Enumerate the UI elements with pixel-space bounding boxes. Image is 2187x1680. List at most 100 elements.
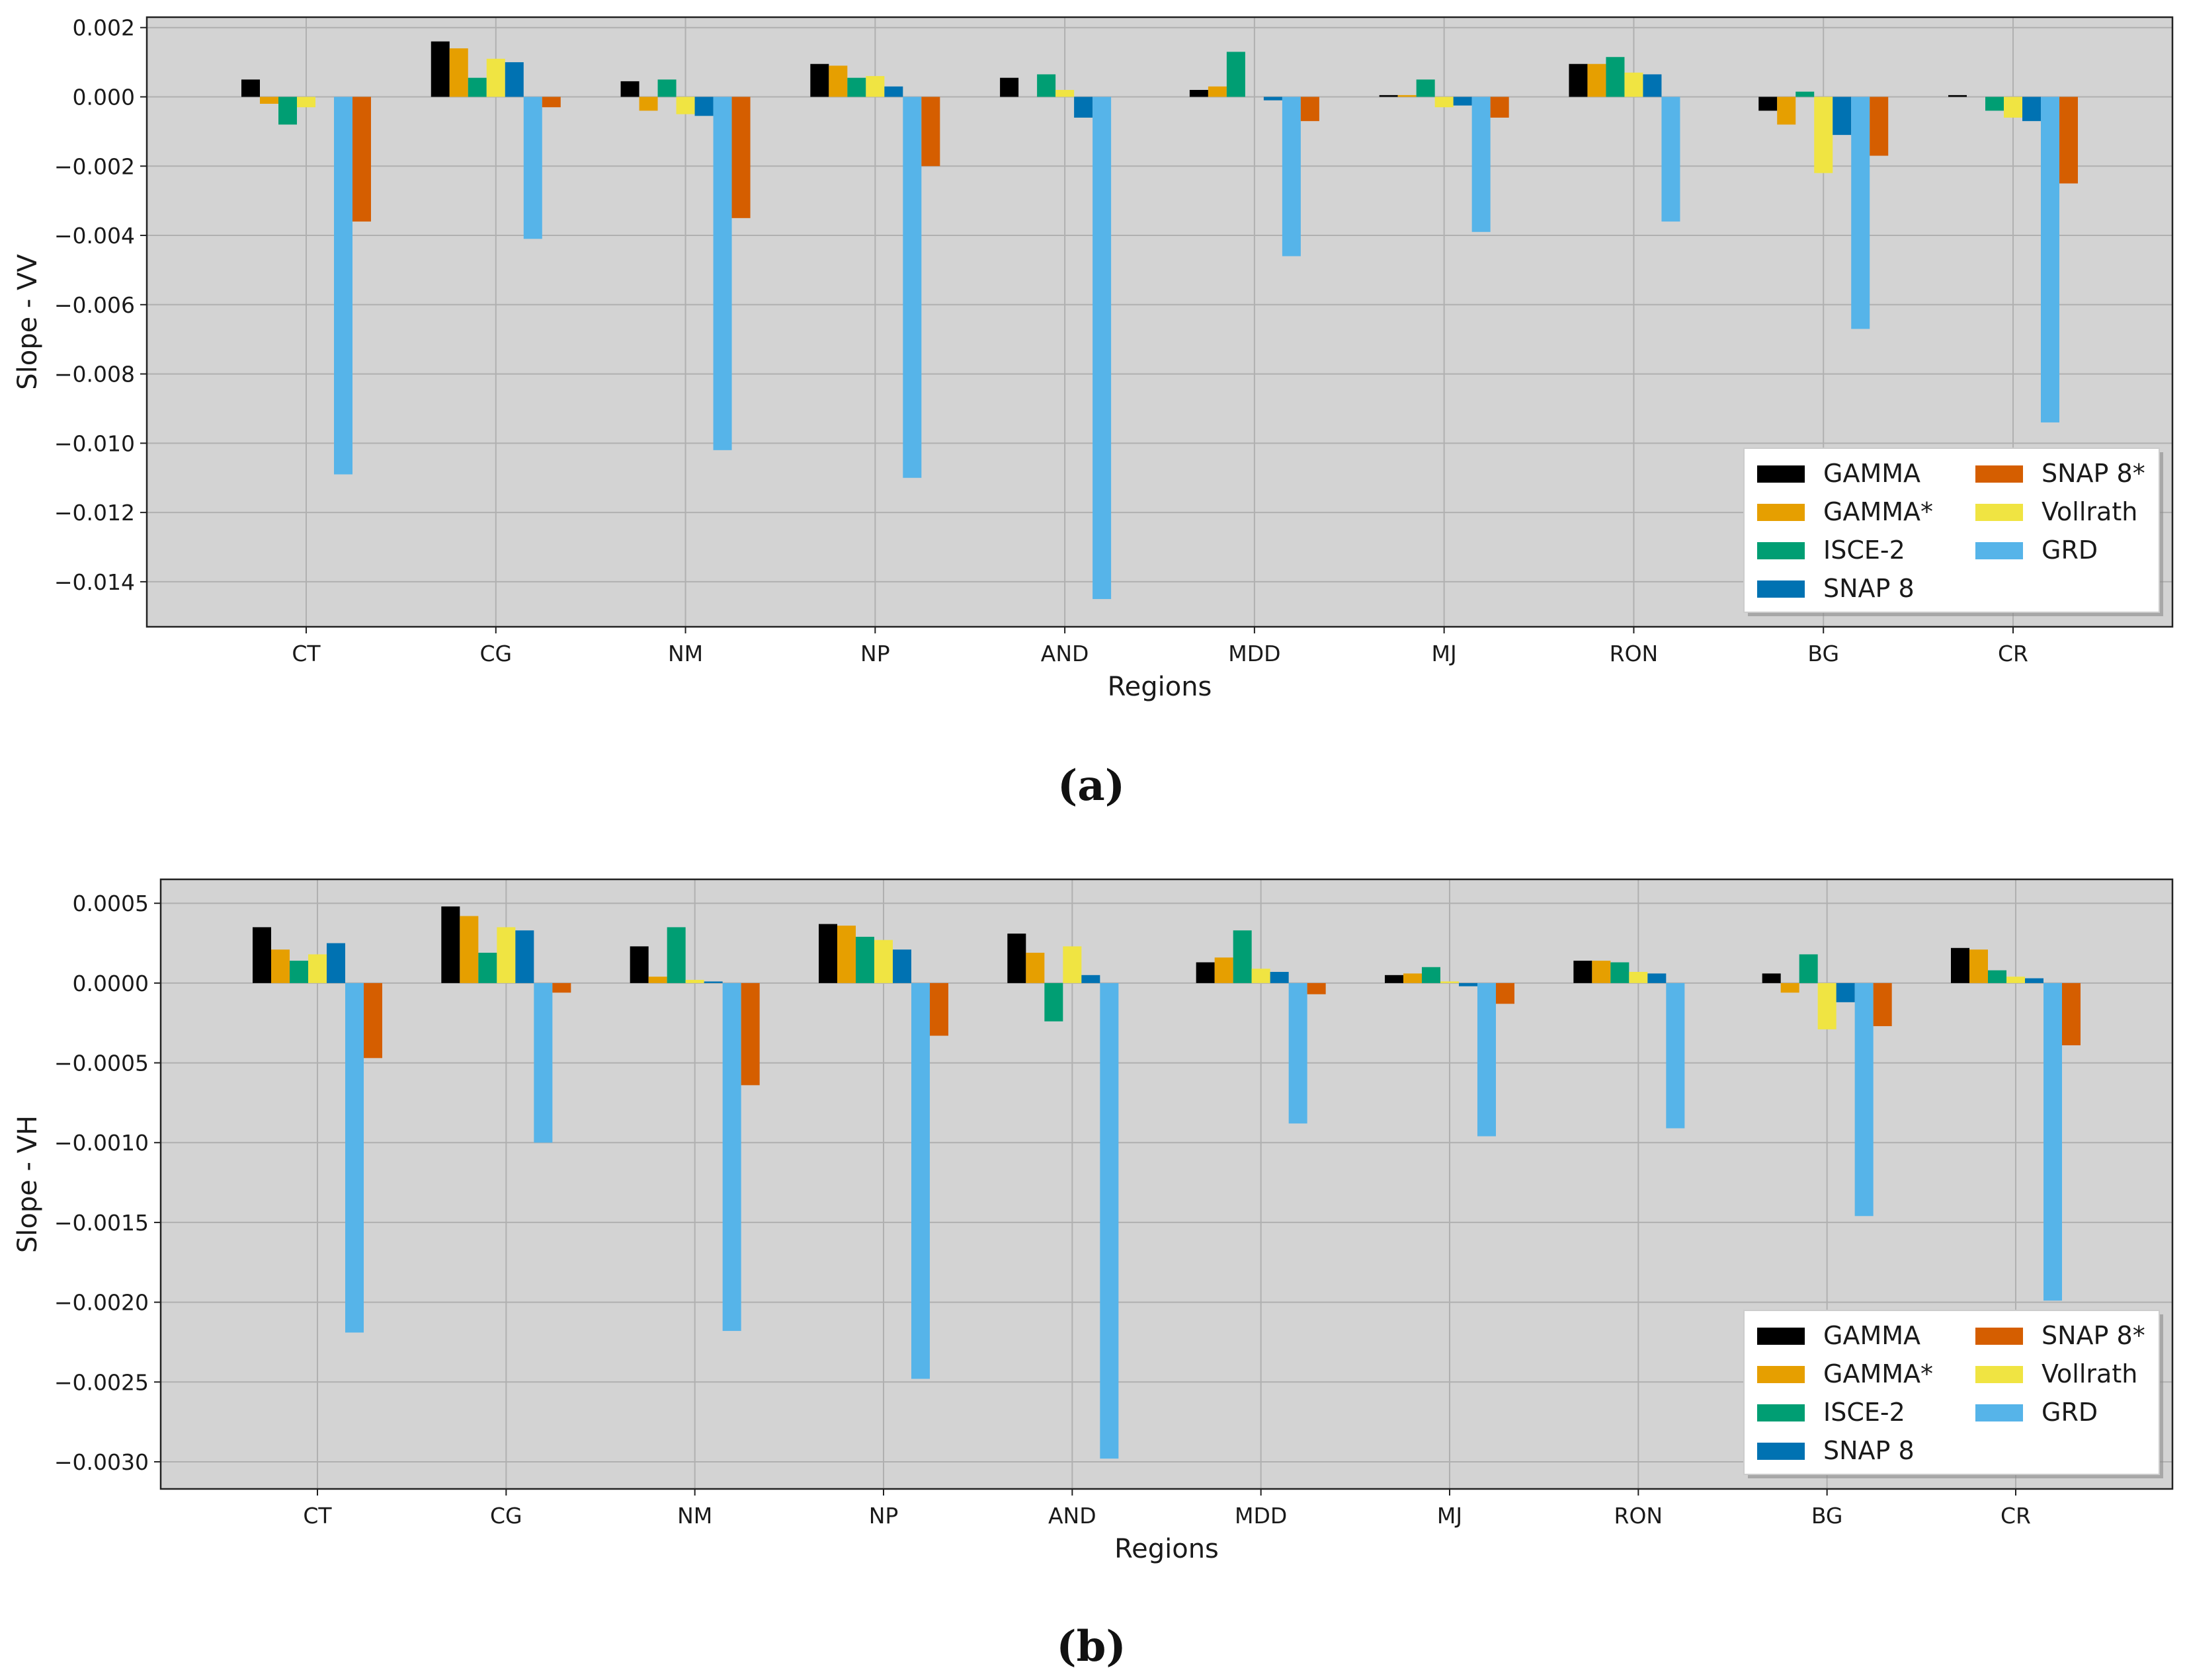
axes-frame [145,16,2174,628]
bar-grd-mj [1477,982,1496,1137]
bar-vollrath-nm [676,97,695,114]
bar-gamma-ron [1592,961,1611,983]
legend-swatch-snap8 [1975,1328,2023,1345]
bar-gamma-mdd [1214,957,1233,983]
bar-grd-ct [345,982,364,1333]
legend: GAMMA GAMMA* ISCE-2 SNAP 8 SNAP 8* Vollrath GR… [1743,448,2163,616]
bar-gamma-cg [431,41,450,97]
bar-isce2-bg [1799,954,1818,983]
bar-isce2-ct [278,97,297,125]
y-tick-label: −0.010 [54,430,135,456]
bar-vollrath-nm [685,980,704,983]
x-axis-label: Regions [1108,672,1212,702]
y-tick-label: −0.008 [54,362,135,387]
bar-gamma-np [810,63,829,97]
legend-label: GAMMA [1823,1321,1920,1350]
bar-vollrath-ct [308,954,327,983]
bar-snap8-bg [1833,97,1852,136]
bar-snap8-nm [741,982,760,1086]
bar-vollrath-cg [486,58,505,97]
x-tick-label-bg: BG [1811,1503,1843,1529]
bar-gamma-bg [1777,97,1796,125]
bar-snap8-ct [364,982,382,1059]
x-tick-label-and: AND [1041,641,1089,666]
bar-gamma-mj [1379,95,1398,97]
legend-label: ISCE-2 [1823,536,1905,565]
legend-swatch-gamma [1757,504,1805,521]
bar-snap8-mdd [1300,97,1319,122]
legend-label: GRD [2042,536,2098,565]
x-axis-ticks: CT CG NM NP AND MDD MJ RON BG CR [303,1489,2031,1529]
x-tick-label-np: NP [860,641,890,666]
legend-label: Vollrath [2042,1359,2137,1388]
y-tick-label: −0.0030 [54,1449,149,1475]
bar-gamma-np [819,924,837,983]
x-tick-label-ct: CT [292,641,321,666]
y-tick-label: −0.0015 [54,1210,149,1236]
x-tick-label-cg: CG [490,1503,522,1529]
panel-caption: (b) [1056,1622,1126,1671]
bar-isce2-bg [1795,91,1815,97]
bar-snap8-mj [1453,97,1472,106]
bar-isce2-cg [478,953,497,983]
grid-lines [147,17,2172,627]
bar-snap8-bg [1870,97,1889,156]
bar-snap8-nm [704,981,723,983]
bar-grd-cr [2043,982,2062,1301]
bar-vollrath-bg [1814,97,1833,173]
chart-panel-a: 0.002 0.000 −0.002 −0.004 −0.006 −0.008 −0.010… [13,15,2174,811]
y-axis-ticks: 0.002 0.000 −0.002 −0.004 −0.006 −0.008 −0.010… [54,15,147,595]
x-tick-label-mdd: MDD [1228,641,1280,666]
bar-vollrath-cr [2006,977,2025,983]
bar-gamma-cr [1969,949,1988,983]
legend-box [1743,1310,2160,1475]
bar-grd-bg [1851,97,1870,329]
bar-snap8-cg [542,97,561,108]
bar-snap8-np [921,97,940,167]
legend-swatch-grd [1975,542,2023,559]
bar-isce2-mj [1416,79,1435,97]
legend-label: SNAP 8* [2042,459,2145,488]
x-tick-label-ron: RON [1614,1503,1663,1529]
axes-frame [159,878,2174,1490]
bar-gamma-bg [1758,97,1778,111]
y-tick-label: −0.0010 [54,1130,149,1156]
bar-snap8-ron [1647,973,1667,983]
bar-gamma-bg [1780,982,1799,993]
x-tick-label-ct: CT [303,1503,332,1529]
bar-grd-mj [1471,97,1491,232]
bar-grd-ron [1661,97,1680,222]
y-tick-label: −0.006 [54,292,135,318]
bar-isce2-mdd [1226,52,1245,97]
bar-snap8-ct [327,943,345,983]
bar-gamma-mj [1385,975,1403,983]
bars [253,906,2081,1459]
legend-label: SNAP 8 [1823,1436,1915,1465]
legend-label: SNAP 8* [2042,1321,2145,1350]
bar-gamma-ron [1569,63,1588,97]
bar-vollrath-mj [1440,981,1459,983]
bar-snap8-cr [2059,97,2078,184]
bar-gamma-nm [648,977,667,983]
y-axis-label: Slope - VV [13,254,43,390]
bar-snap8-np [930,982,948,1036]
bar-snap8-mj [1490,97,1509,118]
x-tick-label-mj: MJ [1432,641,1457,666]
legend-swatch-gamma [1757,465,1805,483]
bar-gamma-mdd [1196,962,1215,983]
bar-vollrath-np [866,76,885,97]
x-tick-label-cr: CR [1998,641,2028,666]
y-tick-label: 0.002 [73,15,135,41]
bar-snap8-cr [2025,978,2043,983]
legend-label: ISCE-2 [1823,1398,1905,1427]
bar-grd-nm [713,97,732,450]
x-tick-label-np: NP [869,1503,899,1529]
bar-gamma-mj [1397,95,1417,97]
bar-gamma-ct [241,79,260,97]
legend-swatch-isce2 [1757,542,1805,559]
legend-swatch-vollrath [1975,504,2023,521]
bar-grd-cg [523,97,542,239]
legend-label: GRD [2042,1398,2098,1427]
bar-vollrath-ron [1624,72,1643,97]
